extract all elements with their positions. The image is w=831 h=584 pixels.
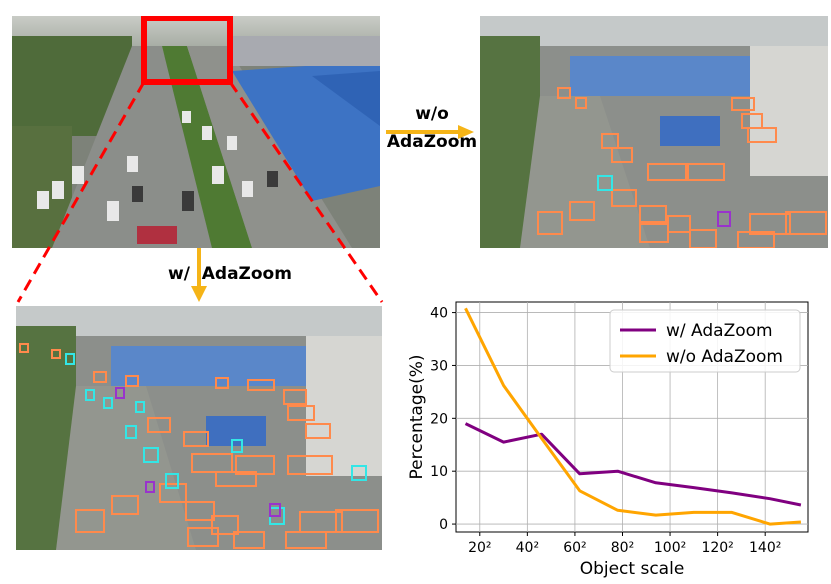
y-tick-label: 40 xyxy=(430,306,448,322)
label-without-line2: AdaZoom xyxy=(386,132,478,152)
percentage-chart: 20² 40² 60² 80² 100² 120² 140² 0 10 20 30 40 Object… xyxy=(407,301,809,579)
legend-label-without: w/o AdaZoom xyxy=(666,347,783,367)
grid xyxy=(456,302,808,532)
y-tick-label: 30 xyxy=(430,358,448,374)
y-axis-label: Percentage(%) xyxy=(407,354,427,479)
x-axis-label: Object scale xyxy=(580,559,685,579)
x-tick-label: 60² xyxy=(563,540,586,556)
y-tick-label: 0 xyxy=(439,517,448,533)
x-tick-label: 120² xyxy=(701,540,733,556)
x-tick-label: 100² xyxy=(654,540,686,556)
original-photo xyxy=(12,16,380,248)
series-line-without-adazoom xyxy=(464,307,802,526)
arrow-right-icon xyxy=(386,125,474,139)
x-tick-label: 20² xyxy=(468,540,491,556)
y-tick-label: 20 xyxy=(430,411,448,427)
x-tick-label: 80² xyxy=(611,540,634,556)
y-tick-label: 10 xyxy=(430,464,448,480)
x-tick-label: 140² xyxy=(749,540,781,556)
label-with: w/ AdaZoom xyxy=(168,264,292,284)
series-line-with-adazoom xyxy=(464,422,802,507)
arrow-down-icon xyxy=(191,248,207,302)
detection-with-adazoom xyxy=(16,306,382,550)
series-layer xyxy=(464,307,802,526)
ticks: 20² 40² 60² 80² 100² 120² 140² 0 10 20 30 40 xyxy=(430,306,781,556)
legend-label-with: w/ AdaZoom xyxy=(666,321,773,341)
legend-box xyxy=(609,309,801,373)
label-without-line1: w/o xyxy=(415,104,449,124)
x-tick-label: 40² xyxy=(516,540,539,556)
plot-frame xyxy=(455,301,809,533)
legend: w/ AdaZoom w/o AdaZoom xyxy=(609,309,801,373)
detection-without-adazoom xyxy=(480,16,828,248)
zoom-region-box xyxy=(141,16,233,85)
